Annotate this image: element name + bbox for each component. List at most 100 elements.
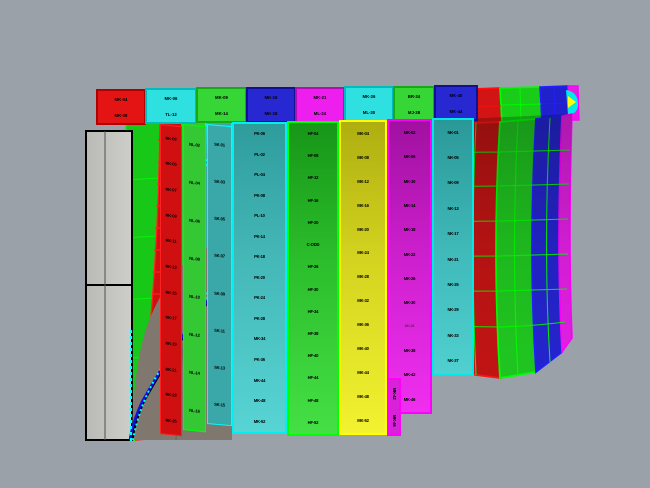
header-box-8[interactable]: MK-40 MK-44 bbox=[434, 85, 478, 121]
cell: PK-28 bbox=[254, 315, 265, 321]
cell: RK-03 bbox=[165, 135, 177, 142]
cell: HF-44 bbox=[307, 375, 319, 381]
cell: PK-06 bbox=[254, 131, 265, 137]
header-row-label: MK-26 bbox=[362, 93, 376, 99]
cell: HF-08 bbox=[307, 153, 319, 159]
cell: RK-19 bbox=[165, 340, 177, 347]
cell: HF-20 bbox=[307, 219, 319, 225]
cell: NK-09 bbox=[447, 180, 459, 186]
cell: NL-10 bbox=[189, 293, 200, 300]
header-row-label: MK-21 bbox=[313, 94, 327, 100]
cell: HF-48 bbox=[307, 397, 319, 403]
cell: NL-08 bbox=[189, 255, 200, 262]
header-row-label: MK-06 bbox=[164, 95, 178, 101]
header-box-4[interactable]: MK-16 MK-18 bbox=[246, 87, 296, 123]
cell: DK-33 bbox=[404, 324, 415, 329]
header-box-1[interactable]: MK-04 MK-08 bbox=[96, 89, 146, 125]
cell: HF-04 bbox=[307, 131, 319, 136]
header-row-label: MJ-38 bbox=[407, 109, 421, 115]
cell: PL-04 bbox=[254, 172, 265, 178]
cell: HF-34 bbox=[307, 308, 319, 314]
cell: MK-22 bbox=[403, 251, 416, 257]
cell: MK-46 bbox=[392, 414, 398, 427]
cell: RK-13 bbox=[165, 263, 177, 270]
cell: RK-11 bbox=[165, 238, 177, 245]
header-box-6[interactable]: MK-26 ML-30 bbox=[344, 86, 394, 122]
header-box-3[interactable]: MK-09 MK-14 bbox=[196, 87, 247, 123]
header-row-label: MK-40 bbox=[449, 92, 463, 98]
cell: MK-52 bbox=[357, 417, 369, 423]
cell: MK-24 bbox=[357, 250, 369, 256]
cell: MK-18 bbox=[403, 227, 416, 233]
cell: PK-14 bbox=[254, 233, 265, 239]
header-row-label: TL-12 bbox=[165, 111, 177, 117]
header-row-label: MK-16 bbox=[264, 94, 278, 100]
cell: MK-10 bbox=[403, 178, 416, 184]
cell: HF-16 bbox=[307, 197, 319, 203]
cell: MK-12 bbox=[357, 178, 369, 184]
cell: MK-44 bbox=[357, 370, 369, 376]
cell: MK-04 bbox=[357, 130, 369, 136]
cell: MK-06 bbox=[403, 154, 416, 160]
cell: RK-09 bbox=[165, 212, 177, 219]
cell: PK-18 bbox=[254, 254, 265, 260]
cell: MK-30 bbox=[403, 300, 416, 306]
cell: NL-16 bbox=[189, 407, 200, 414]
cell: NK-05 bbox=[447, 155, 459, 160]
cell: SK-01 bbox=[214, 141, 225, 148]
cell: MK-02 bbox=[403, 130, 416, 136]
cell: HF-30 bbox=[307, 286, 319, 292]
cell: RK-17 bbox=[165, 315, 177, 322]
side-panel-group bbox=[85, 130, 133, 441]
cell: HF-38 bbox=[307, 330, 319, 336]
cell: SK-09 bbox=[214, 290, 225, 297]
cell: MK-48 bbox=[253, 398, 266, 404]
cell: HF-26 bbox=[307, 264, 319, 270]
cell: MK-48 bbox=[357, 394, 369, 399]
cell: PL-10 bbox=[254, 213, 265, 219]
cell: NK-21 bbox=[447, 256, 459, 262]
column-teal-narrow[interactable]: SK-01 SK-03 SK-05 SK-07 SK-09 SK-11 SK-1… bbox=[207, 124, 232, 427]
header-row-label: ML-30 bbox=[362, 109, 376, 115]
cell: SK-05 bbox=[214, 215, 225, 222]
cell: NK-25 bbox=[447, 282, 459, 288]
column-magenta-tail[interactable]: MK-42 MK-46 bbox=[387, 378, 401, 436]
cell: MK-26 bbox=[403, 275, 416, 281]
header-row-label: MK-44 bbox=[449, 108, 463, 114]
cell: MK-20 bbox=[357, 226, 369, 232]
cell: MK-42 bbox=[392, 387, 398, 400]
header-box-7[interactable]: BR-34 MJ-38 bbox=[393, 86, 435, 122]
cell: RK-23 bbox=[165, 392, 177, 399]
cell: MK-52 bbox=[253, 418, 266, 424]
cell: MK-28 bbox=[357, 274, 369, 280]
cell: MK-36 bbox=[357, 322, 369, 328]
cell: MK-14 bbox=[403, 202, 416, 208]
cell: HF-40 bbox=[307, 353, 319, 359]
cell: PL-02 bbox=[254, 151, 265, 157]
cell: NK-33 bbox=[447, 332, 459, 338]
column-green-main[interactable]: HF-04 HF-08 HF-12 HF-16 HF-20 C-ODD HF-2… bbox=[287, 121, 339, 436]
column-magenta[interactable]: MK-02 MK-06 MK-10 MK-14 MK-18 MK-22 MK-2… bbox=[387, 119, 432, 414]
column-red[interactable]: RK-03 RK-05 RK-07 RK-09 RK-11 RK-13 RK-1… bbox=[160, 124, 182, 437]
column-green-inner[interactable]: NL-02 NL-04 NL-06 NL-08 NL-10 NL-12 NL-1… bbox=[183, 124, 206, 433]
cell: MK-44 bbox=[253, 377, 266, 383]
cell: NL-06 bbox=[189, 217, 200, 224]
cell: PK-20 bbox=[254, 274, 265, 280]
column-cyan-main[interactable]: PK-06 PL-02 PL-04 PK-08 PL-10 PK-14 PK-1… bbox=[232, 122, 287, 434]
corner-marker-icon bbox=[566, 90, 578, 115]
cell: PK-08 bbox=[254, 192, 265, 198]
header-box-2[interactable]: MK-06 TL-12 bbox=[145, 88, 197, 124]
cell: MK-40 bbox=[357, 346, 369, 352]
cell: NK-01 bbox=[447, 129, 459, 135]
column-cyan-right[interactable]: NK-01 NK-05 NK-09 NK-13 NK-17 NK-21 NK-2… bbox=[432, 118, 474, 376]
cell: NL-04 bbox=[189, 179, 200, 186]
cell: MK-34 bbox=[253, 336, 266, 342]
cell: SK-03 bbox=[214, 178, 225, 185]
cell: RK-05 bbox=[165, 160, 177, 168]
column-yellow[interactable]: MK-04 MK-08 MK-12 MK-16 MK-20 MK-24 MK-2… bbox=[339, 120, 387, 435]
cell: SK-13 bbox=[214, 364, 225, 371]
cell: MK-16 bbox=[357, 202, 369, 208]
header-box-5[interactable]: MK-21 ML-24 bbox=[295, 87, 345, 123]
cell: NL-02 bbox=[189, 141, 200, 148]
